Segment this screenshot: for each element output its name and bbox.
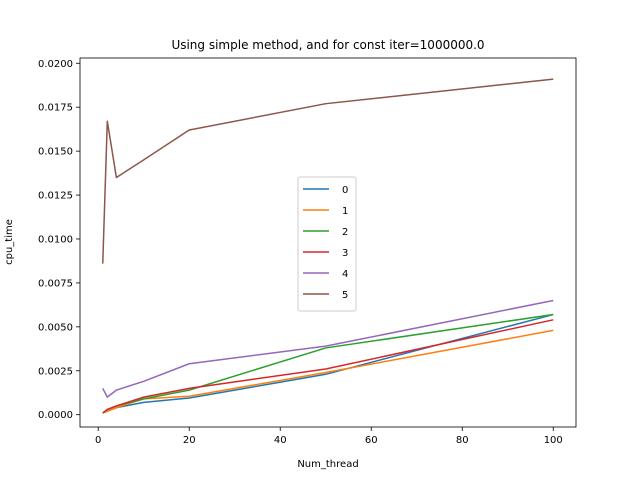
legend-label-2: 2	[342, 227, 348, 238]
legend: 0 1 2 3 4 5	[297, 176, 357, 312]
legend-label-4: 4	[342, 269, 348, 280]
series-line-4	[102, 299, 554, 398]
y-tick-label: 0.0000	[38, 410, 73, 421]
y-tick-label: 0.0200	[38, 59, 73, 70]
y-tick-label: 0.0100	[38, 234, 73, 245]
plot-area	[102, 78, 554, 414]
legend-label-1: 1	[342, 206, 348, 217]
y-tick-label: 0.0175	[38, 103, 73, 114]
y-tick-label: 0.0050	[38, 322, 73, 333]
x-tick-label: 0	[95, 435, 101, 446]
legend-label-5: 5	[342, 290, 348, 301]
series-line-5	[102, 78, 554, 264]
legend-label-3: 3	[342, 248, 348, 259]
x-axis-title: Num_thread	[297, 459, 358, 470]
legend-label-0: 0	[342, 185, 348, 196]
y-tick-label: 0.0025	[38, 366, 73, 377]
y-axis-title: cpu_time	[4, 219, 15, 265]
y-tick-label: 0.0150	[38, 147, 73, 158]
x-tick-label: 80	[456, 435, 469, 446]
x-tick-label: 20	[183, 435, 196, 446]
x-tick-label: 60	[365, 435, 378, 446]
axis-ticks: 0 20 40 60 80 1000.00000.00250.00500.00750.01…	[38, 57, 577, 446]
plot-frame	[79, 57, 577, 428]
x-tick-label: 100	[544, 435, 563, 446]
x-tick-label: 40	[274, 435, 287, 446]
y-tick-label: 0.0075	[38, 278, 73, 289]
series-line-3	[102, 319, 554, 414]
chart-title: Using simple method, and for const iter=…	[171, 38, 484, 52]
y-tick-label: 0.0125	[38, 191, 73, 202]
